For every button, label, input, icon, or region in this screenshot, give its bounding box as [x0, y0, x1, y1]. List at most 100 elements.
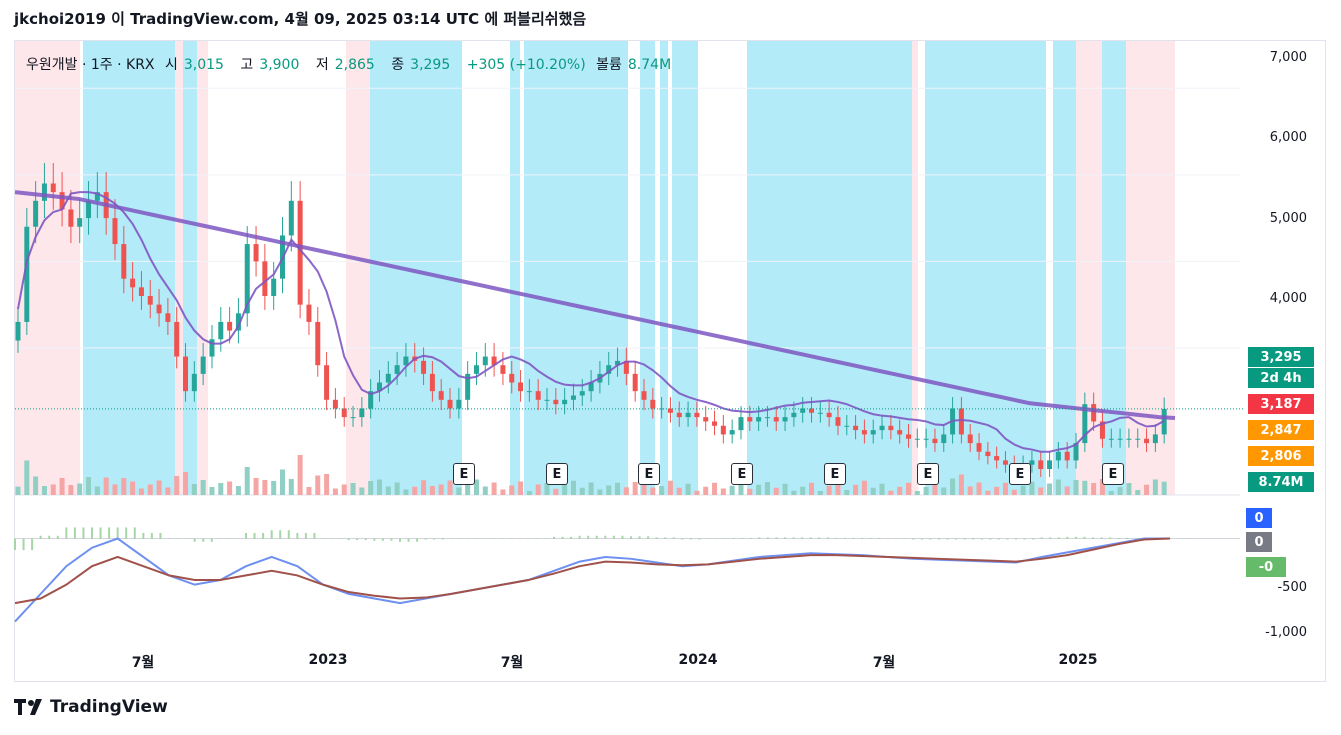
tradingview-logo[interactable]: TradingView: [14, 697, 168, 717]
volume-bar: [1038, 487, 1044, 495]
volume-bar: [1055, 479, 1061, 495]
volume-bar: [518, 481, 524, 495]
volume-bar: [412, 486, 418, 495]
high-label: 고: [240, 57, 254, 73]
volume-bar: [447, 480, 453, 495]
macd-histogram-bar: [758, 537, 761, 540]
volume-bar: [932, 481, 938, 495]
macd-histogram-bar: [544, 538, 547, 540]
candle-body: [588, 382, 594, 392]
macd-histogram-bar: [339, 538, 342, 540]
macd-histogram-bar: [458, 538, 461, 540]
macd-histogram-bar: [843, 537, 846, 540]
volume-bar: [465, 478, 471, 495]
pink-band: [1076, 41, 1102, 495]
volume-bar: [632, 482, 638, 495]
x-tick-2025: 2025: [1058, 652, 1098, 668]
macd-histogram-bar: [621, 535, 624, 540]
earnings-marker[interactable]: E: [731, 463, 753, 485]
volume-bar: [86, 477, 92, 495]
volume-bar: [147, 484, 153, 495]
candle-body: [33, 200, 39, 227]
volume-bar: [958, 474, 964, 495]
macd-histogram-bar: [1117, 537, 1120, 540]
macd-histogram-bar: [322, 538, 324, 540]
candle-body: [738, 417, 744, 431]
volume-bar: [606, 485, 612, 495]
volume-bar: [562, 484, 568, 495]
macd-histogram-bar: [433, 538, 436, 540]
earnings-marker[interactable]: E: [1009, 463, 1031, 485]
macd-histogram-bar: [630, 536, 632, 540]
macd-histogram-bar: [587, 535, 590, 540]
macd-histogram-bar: [578, 535, 581, 540]
macd-tick-1000: -1,000: [1265, 625, 1307, 640]
candle-body: [253, 244, 259, 262]
macd-histogram-bar: [73, 527, 76, 540]
volume-bar: [782, 483, 788, 495]
macd-histogram-bar: [612, 535, 615, 540]
volume-bar: [1135, 490, 1141, 495]
candle-body: [544, 399, 550, 401]
candle-body: [50, 183, 56, 193]
volume-bar: [50, 484, 56, 495]
macd-histogram-bar: [168, 538, 170, 540]
earnings-marker[interactable]: E: [638, 463, 660, 485]
volume-bar: [262, 480, 268, 495]
macd-histogram-bar: [801, 537, 804, 540]
macd-histogram-bar: [1083, 536, 1086, 540]
macd-histogram-bar: [595, 535, 598, 540]
candle-body: [720, 425, 726, 435]
candle-body: [94, 192, 100, 201]
macd-histogram-bar: [938, 538, 940, 540]
candle-body: [667, 408, 673, 413]
candle-body: [447, 399, 453, 409]
volume-bar: [1011, 489, 1017, 495]
macd-histogram-bar: [698, 538, 701, 540]
candle-body: [376, 382, 382, 392]
candle-body: [456, 399, 462, 409]
earnings-marker[interactable]: E: [546, 463, 568, 485]
candle-body: [870, 430, 876, 435]
macd-histogram-bar: [210, 538, 213, 542]
macd-histogram-bar: [296, 532, 299, 540]
candle-body: [368, 391, 374, 409]
candle-body: [200, 356, 206, 374]
candle-body: [1099, 421, 1105, 439]
macd-histogram-bar: [441, 538, 444, 540]
volume-bar: [121, 478, 127, 495]
candle-body: [1126, 438, 1132, 440]
macd-histogram-bar: [1040, 537, 1043, 540]
candle-body: [835, 417, 841, 426]
volume-bar: [218, 483, 224, 495]
candle-body: [518, 382, 524, 392]
volume-bar: [676, 487, 682, 495]
volume-bar: [280, 469, 286, 495]
candle-body: [121, 244, 127, 279]
earnings-marker[interactable]: E: [1102, 463, 1124, 485]
earnings-marker[interactable]: E: [824, 463, 846, 485]
macd-histogram-bar: [424, 538, 427, 540]
candle-body: [1091, 404, 1097, 422]
candle-body: [1047, 460, 1053, 470]
earnings-marker[interactable]: E: [453, 463, 475, 485]
earnings-marker[interactable]: E: [917, 463, 939, 485]
macd-histogram-bar: [852, 537, 855, 540]
x-tick-2023: 2023: [308, 652, 348, 668]
symbol-info[interactable]: 우원개발 · 1주 · KRX: [26, 57, 155, 73]
macd-histogram-bar: [1074, 536, 1077, 540]
volume-bar: [588, 482, 594, 495]
candle-body: [615, 360, 621, 366]
brand-name: TradingView: [50, 697, 168, 717]
macd-histogram-bar: [570, 536, 573, 540]
candle-body: [130, 278, 136, 288]
volume-label: 볼륨: [596, 57, 622, 73]
volume-bar: [41, 486, 47, 495]
chart-frame[interactable]: [14, 40, 1326, 682]
macd-histogram-bar: [1066, 536, 1069, 540]
macd-histogram-bar: [972, 538, 975, 540]
volume-bar: [703, 486, 709, 495]
volume-bar: [1108, 491, 1114, 495]
volume-bar: [641, 480, 647, 495]
